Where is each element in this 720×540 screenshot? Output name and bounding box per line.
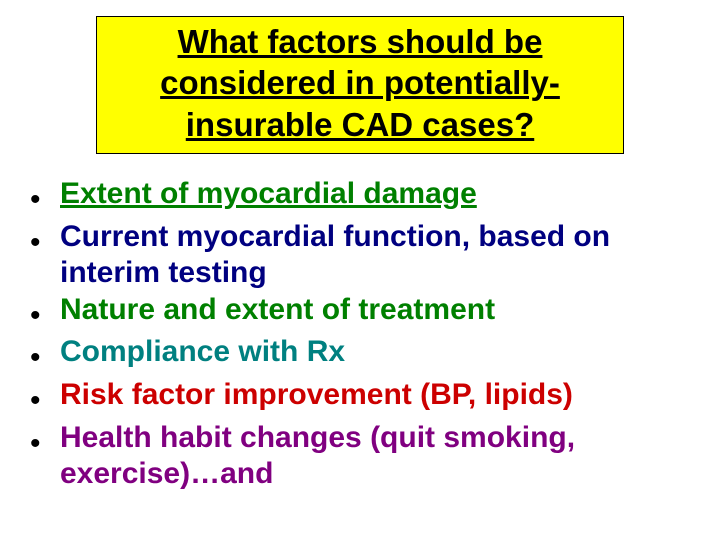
- bullet-marker: •: [24, 176, 60, 219]
- list-item: • Compliance with Rx: [24, 334, 696, 377]
- bullet-text: Current myocardial function, based on in…: [60, 219, 696, 292]
- list-item: • Risk factor improvement (BP, lipids): [24, 377, 696, 420]
- bullet-text: Nature and extent of treatment: [60, 292, 495, 329]
- bullet-marker: •: [24, 292, 60, 335]
- bullet-marker: •: [24, 334, 60, 377]
- bullet-text: Health habit changes (quit smoking, exer…: [60, 420, 696, 493]
- list-item: • Current myocardial function, based on …: [24, 219, 696, 292]
- bullet-list: • Extent of myocardial damage • Current …: [24, 176, 696, 493]
- bullet-marker: •: [24, 377, 60, 420]
- bullet-marker: •: [24, 420, 60, 463]
- bullet-marker: •: [24, 219, 60, 262]
- title-box: What factors should be considered in pot…: [96, 16, 624, 154]
- list-item: • Extent of myocardial damage: [24, 176, 696, 219]
- bullet-text: Extent of myocardial damage: [60, 176, 477, 213]
- slide-title: What factors should be considered in pot…: [107, 21, 613, 145]
- list-item: • Health habit changes (quit smoking, ex…: [24, 420, 696, 493]
- bullet-text: Compliance with Rx: [60, 334, 345, 371]
- bullet-text: Risk factor improvement (BP, lipids): [60, 377, 573, 414]
- list-item: • Nature and extent of treatment: [24, 292, 696, 335]
